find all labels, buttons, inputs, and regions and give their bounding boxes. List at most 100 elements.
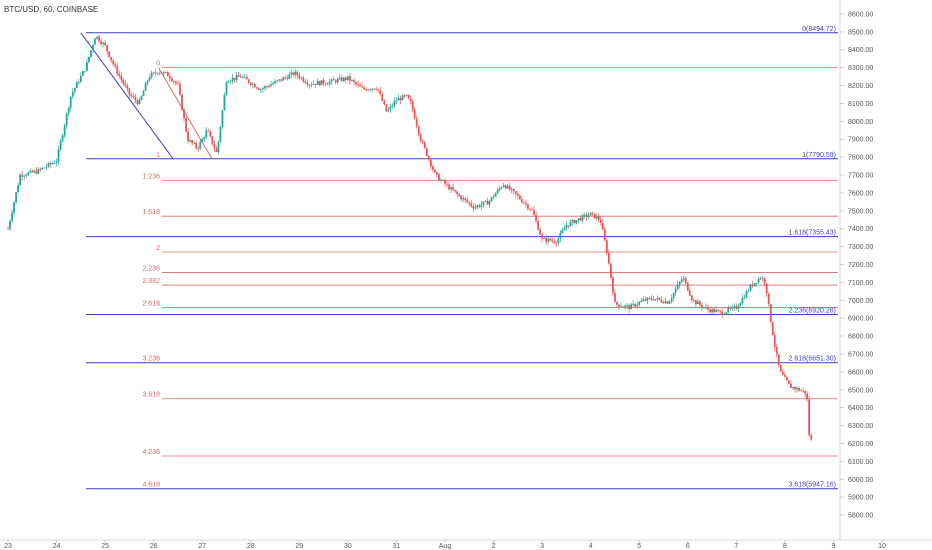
candle-body-262 <box>537 220 539 230</box>
candle-body-333 <box>680 279 683 282</box>
y-tick-label-22: 6400.00 <box>848 405 873 412</box>
candle-body-15 <box>37 168 40 174</box>
candle-body-384 <box>783 374 786 377</box>
candle-body-25 <box>57 149 60 162</box>
candle-body-249 <box>510 189 513 190</box>
candle-body-368 <box>751 284 754 287</box>
candle-body-214 <box>440 179 442 181</box>
y-tick-label-28: 5800.00 <box>848 513 873 520</box>
candle-body-170 <box>351 80 353 81</box>
candle-body-191 <box>393 101 396 106</box>
candle-body-48 <box>104 42 107 46</box>
candle-body-20 <box>47 163 50 167</box>
candle-body-72 <box>152 72 155 74</box>
candle-body-94 <box>197 147 200 149</box>
candle-body-215 <box>442 179 444 181</box>
candle-body-93 <box>195 143 198 148</box>
candle-body-116 <box>241 77 244 78</box>
candle-body-373 <box>761 278 764 280</box>
candle-body-151 <box>312 83 315 85</box>
candle-body-53 <box>114 64 117 67</box>
candle-body-361 <box>737 306 740 309</box>
candle-body-309 <box>632 304 635 305</box>
fib-label-6: 2 <box>156 245 160 252</box>
candle-body-179 <box>369 89 372 91</box>
candle-body-392 <box>800 390 802 392</box>
candle-body-376 <box>767 293 770 305</box>
candle-body-257 <box>527 204 529 209</box>
y-tick-label-15: 7100.00 <box>848 280 873 287</box>
candle-body-345 <box>705 307 707 309</box>
x-tick-label-14: 6 <box>686 543 690 550</box>
candle-body-171 <box>353 80 355 82</box>
candle-body-380 <box>775 347 778 355</box>
candle-body-141 <box>292 72 295 75</box>
candle-body-131 <box>272 83 274 85</box>
candle-body-202 <box>415 118 418 127</box>
candle-body-69 <box>146 80 149 84</box>
candle-body-157 <box>324 83 327 85</box>
y-tick-label-9: 7700.00 <box>848 173 873 180</box>
candle-body-44 <box>96 36 98 39</box>
candle-body-108 <box>225 82 228 95</box>
candle-body-295 <box>603 229 606 241</box>
y-tick-label-25: 6100.00 <box>848 459 873 466</box>
candle-body-128 <box>266 86 268 88</box>
candle-body-395 <box>806 393 809 400</box>
candle-body-266 <box>545 237 548 242</box>
candle-body-254 <box>520 199 523 203</box>
candle-body-326 <box>666 301 669 304</box>
candle-body-349 <box>713 309 715 313</box>
diagonal-line-1 <box>158 67 213 160</box>
candle-body-302 <box>618 304 620 307</box>
candle-body-169 <box>349 76 351 81</box>
candle-body-189 <box>389 106 392 110</box>
candle-body-246 <box>504 185 507 189</box>
candle-body-43 <box>94 38 96 45</box>
candle-body-68 <box>144 83 147 91</box>
candle-body-355 <box>725 312 728 315</box>
candle-body-238 <box>488 201 491 205</box>
candle-body-390 <box>796 387 798 390</box>
candle-body-118 <box>245 76 248 80</box>
candle-body-284 <box>581 215 584 221</box>
x-tick-label-12: 4 <box>589 543 593 550</box>
y-tick-label-18: 6800.00 <box>848 334 873 341</box>
candle-body-298 <box>609 263 612 278</box>
candle-body-371 <box>757 278 760 283</box>
candle-body-209 <box>429 159 432 167</box>
candle-body-383 <box>781 371 784 375</box>
candle-body-87 <box>183 109 185 119</box>
candle-body-112 <box>233 77 236 80</box>
candle-body-125 <box>259 89 262 91</box>
candle-body-71 <box>150 73 153 78</box>
candle-body-258 <box>529 208 531 210</box>
candle-body-237 <box>486 200 489 205</box>
candle-body-130 <box>270 84 272 87</box>
fib-label-8: 2.382 <box>142 278 160 285</box>
candle-body-194 <box>399 98 402 101</box>
candle-body-186 <box>383 100 386 105</box>
candle-body-208 <box>427 155 430 160</box>
y-tick-label-10: 7600.00 <box>848 190 873 197</box>
candle-body-243 <box>498 188 501 190</box>
candle-body-353 <box>721 311 724 315</box>
candle-body-285 <box>583 214 586 216</box>
candle-body-188 <box>387 109 390 112</box>
candle-body-248 <box>508 185 511 190</box>
candle-body-256 <box>525 203 527 205</box>
candle-body-139 <box>288 74 291 79</box>
fib-label-1: 0 <box>156 61 160 68</box>
candle-body-291 <box>595 216 598 219</box>
candle-body-260 <box>533 209 535 215</box>
candle-body-231 <box>474 207 477 209</box>
chart-title: BTC/USD, 60, COINBASE <box>4 5 98 14</box>
candle-body-379 <box>773 335 776 348</box>
candle-body-225 <box>462 198 465 200</box>
candle-body-17 <box>41 167 44 170</box>
candle-body-60 <box>128 88 131 95</box>
candle-body-227 <box>466 199 469 203</box>
candle-body-308 <box>630 304 633 310</box>
candle-body-65 <box>138 100 141 105</box>
candle-body-270 <box>553 241 556 243</box>
